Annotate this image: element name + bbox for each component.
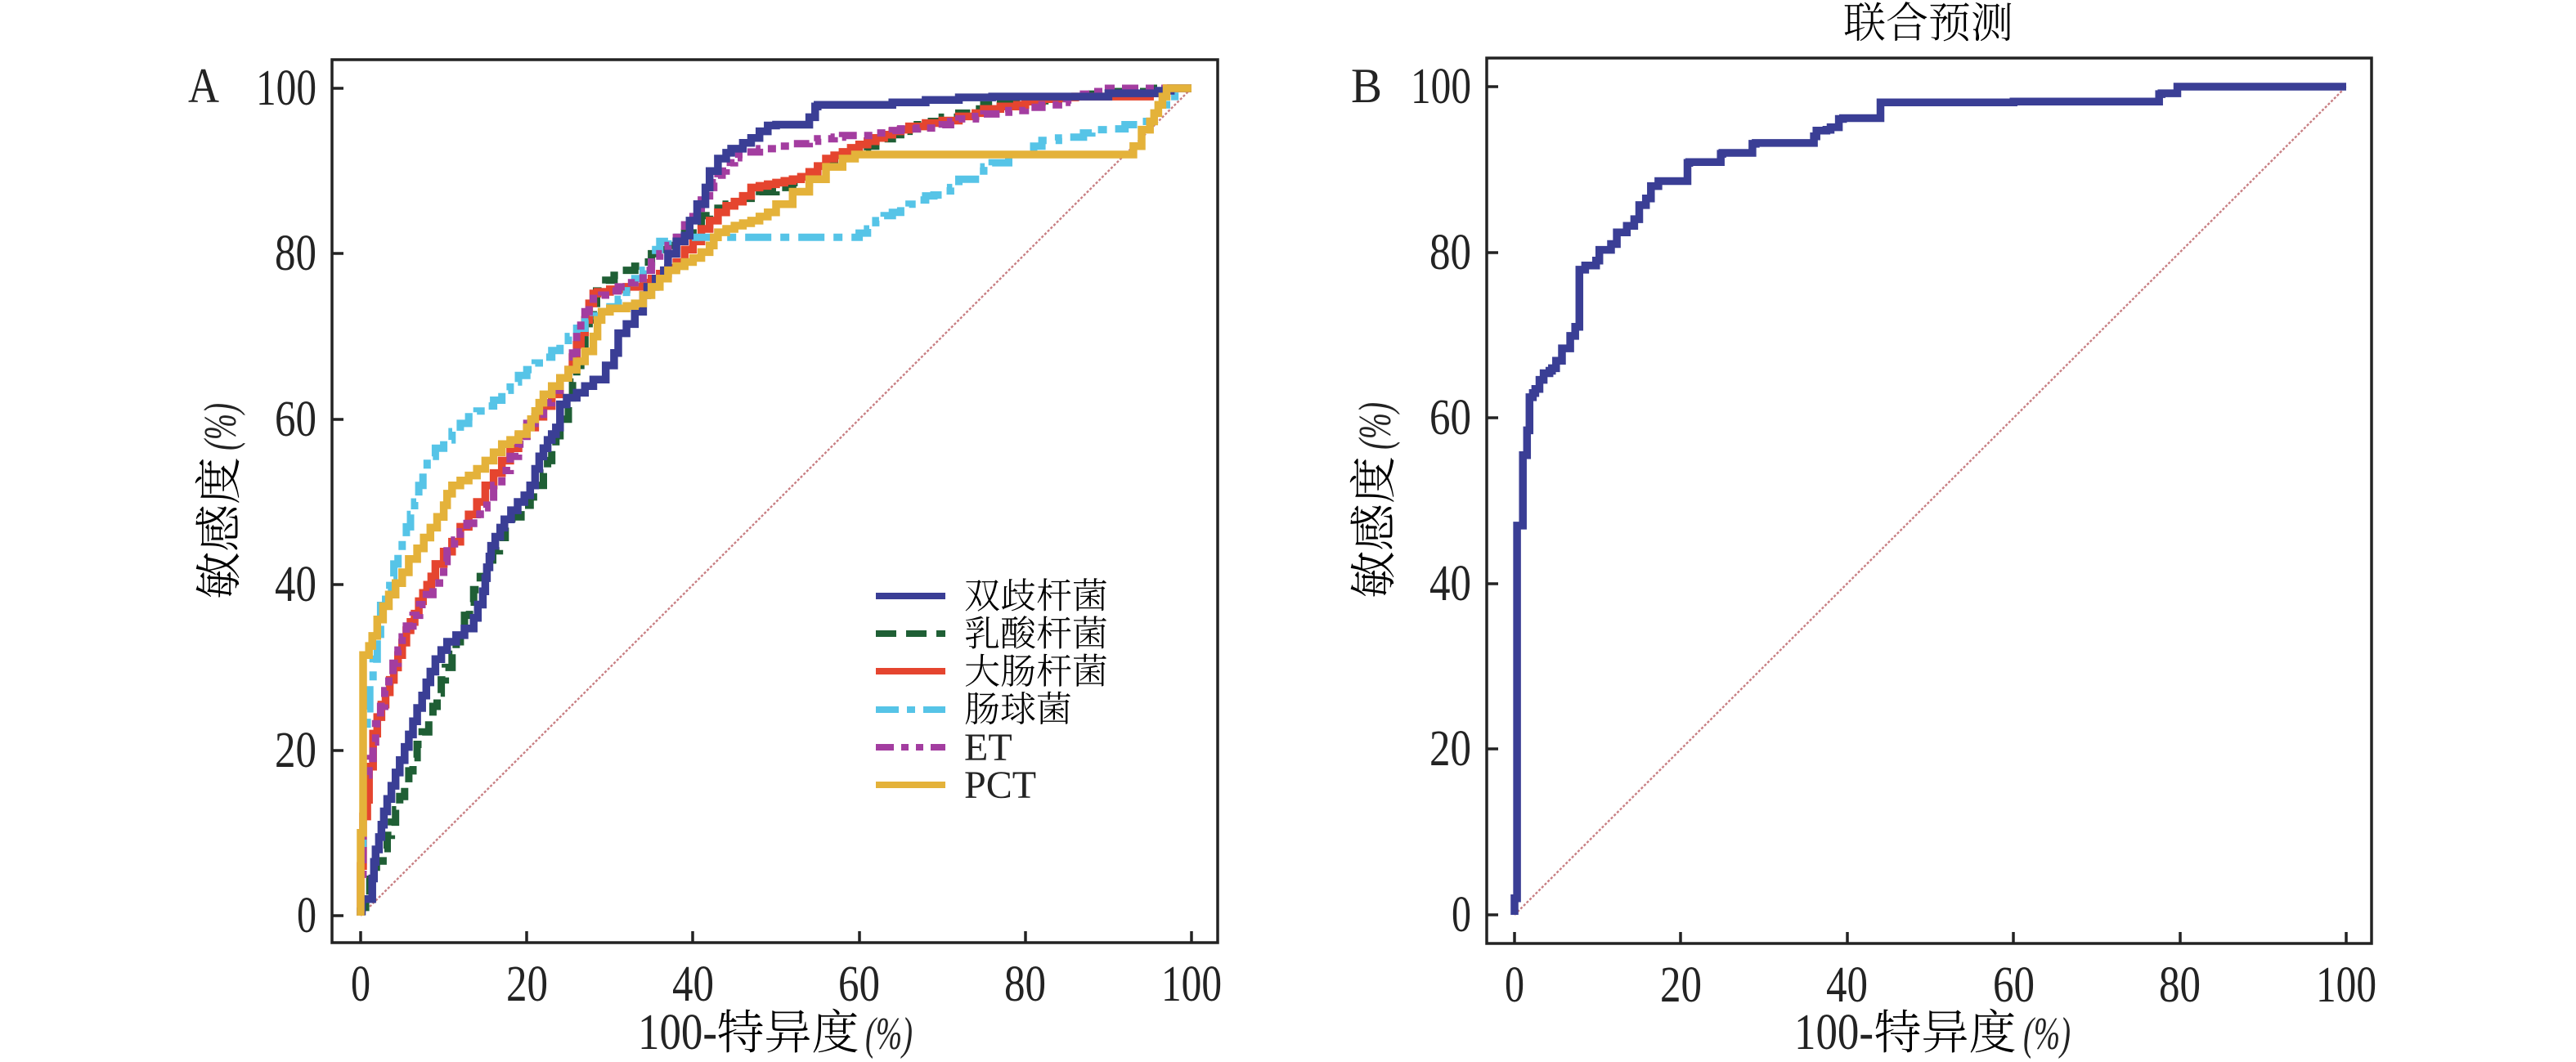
svg-text:80: 80 xyxy=(1429,225,1471,280)
svg-text:20: 20 xyxy=(1660,957,1702,1013)
svg-text:PCT: PCT xyxy=(964,764,1036,807)
svg-text:80: 80 xyxy=(2159,957,2201,1013)
svg-text:100: 100 xyxy=(2316,957,2376,1013)
svg-text:20: 20 xyxy=(506,957,548,1012)
svg-text:40: 40 xyxy=(275,557,316,612)
svg-text:60: 60 xyxy=(275,392,316,447)
svg-text:40: 40 xyxy=(1429,556,1471,612)
svg-text:60: 60 xyxy=(1429,390,1471,446)
svg-text:(%): (%) xyxy=(2023,1009,2071,1060)
svg-text:20: 20 xyxy=(1429,721,1471,777)
svg-text:60: 60 xyxy=(838,957,880,1012)
svg-text:0: 0 xyxy=(297,888,316,943)
svg-text:0: 0 xyxy=(1452,887,1471,943)
svg-text:B: B xyxy=(1351,59,1382,113)
svg-text:100: 100 xyxy=(1411,59,1471,114)
svg-text:60: 60 xyxy=(1993,957,2035,1013)
svg-text:0: 0 xyxy=(1505,957,1524,1013)
svg-text:100-: 100- xyxy=(638,1005,717,1060)
svg-text:0: 0 xyxy=(351,957,370,1012)
svg-text:100: 100 xyxy=(256,60,316,116)
svg-text:80: 80 xyxy=(1004,957,1046,1012)
svg-text:(%): (%) xyxy=(1350,402,1401,450)
svg-text:40: 40 xyxy=(672,957,714,1012)
svg-text:20: 20 xyxy=(275,723,316,778)
svg-text:ET: ET xyxy=(964,726,1012,769)
svg-text:80: 80 xyxy=(275,226,316,281)
svg-text:100: 100 xyxy=(1161,957,1222,1012)
svg-text:(%): (%) xyxy=(865,1009,913,1060)
svg-text:100-: 100- xyxy=(1794,1005,1874,1060)
svg-text:40: 40 xyxy=(1826,957,1868,1013)
svg-text:(%): (%) xyxy=(195,403,246,450)
svg-text:A: A xyxy=(188,59,219,113)
